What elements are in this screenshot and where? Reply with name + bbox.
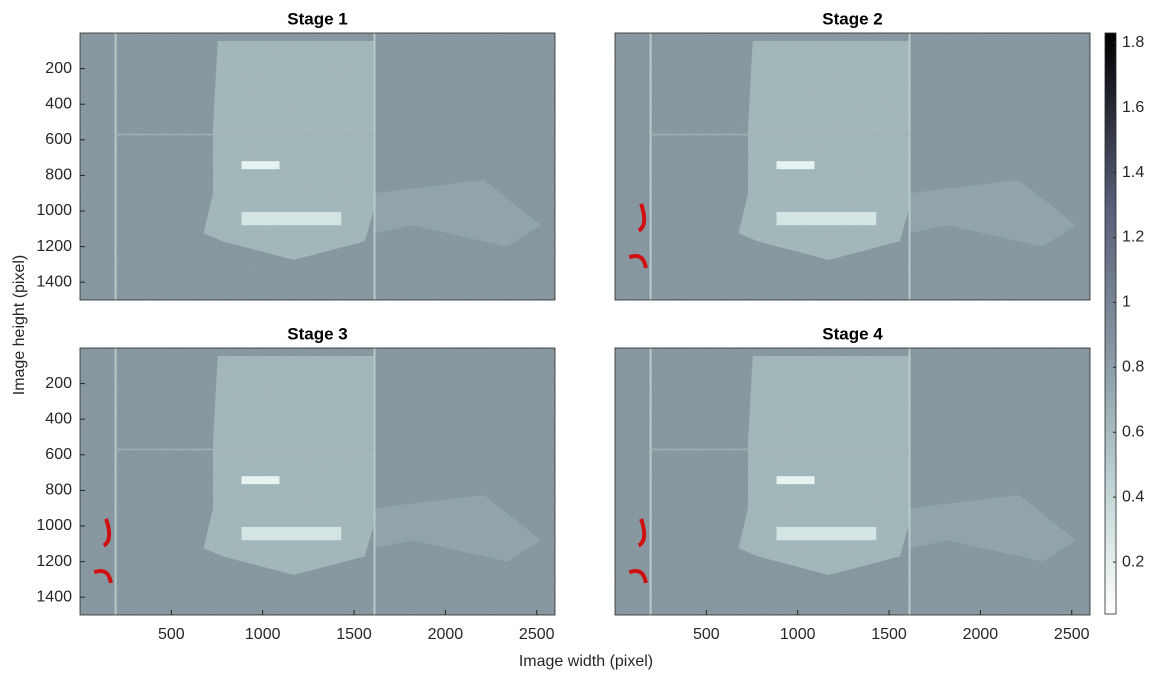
hot-spot: [637, 518, 647, 548]
hot-spot: [93, 568, 113, 584]
bright-trail: [909, 494, 1076, 562]
bright-band: [776, 476, 815, 485]
hot-spot: [102, 518, 112, 548]
colorbar-tick-label: 1.6: [1122, 99, 1144, 116]
colorbar-tick-label: 1.8: [1122, 34, 1144, 51]
bright-band: [776, 526, 877, 541]
x-axis-label: Image width (pixel): [519, 653, 653, 670]
bright-region: [738, 356, 910, 575]
y-tick-label: 600: [45, 131, 72, 148]
y-tick-label: 1000: [36, 202, 72, 219]
panel-title: Stage 3: [287, 324, 347, 343]
y-tick-label: 1200: [36, 553, 72, 570]
bright-trail: [374, 179, 541, 247]
colorbar-tick-label: 1.2: [1122, 229, 1144, 246]
axes-frame: [79, 32, 556, 301]
y-tick-label: 200: [45, 375, 72, 392]
bright-region: [203, 41, 375, 260]
axes-frame: [614, 347, 1091, 616]
bright-band: [776, 211, 877, 226]
image-panel: [79, 347, 556, 616]
x-tick-label: 500: [158, 626, 185, 643]
y-tick-label: 1400: [36, 588, 72, 605]
x-tick-label: 2500: [519, 626, 555, 643]
colorbar-tick-label: 0.2: [1122, 553, 1144, 570]
bright-band: [241, 476, 280, 485]
image-panel: [614, 347, 1091, 616]
y-tick-label: 800: [45, 482, 72, 499]
bright-trail: [374, 494, 541, 562]
x-tick-label: 1000: [245, 626, 281, 643]
bright-region: [203, 356, 375, 575]
colorbar-tick-label: 0.8: [1122, 359, 1144, 376]
y-tick-label: 1400: [36, 273, 72, 290]
y-tick-label: 600: [45, 446, 72, 463]
colorbar-tick-label: 1: [1122, 294, 1131, 311]
image-panel: [614, 32, 1091, 301]
x-tick-label: 1000: [780, 626, 816, 643]
hot-spot: [628, 253, 648, 269]
y-tick-label: 400: [45, 95, 72, 112]
colorbar: [1104, 32, 1117, 615]
image-panel: [79, 32, 556, 301]
y-tick-label: 200: [45, 60, 72, 77]
y-tick-label: 400: [45, 410, 72, 427]
bright-band: [776, 161, 815, 170]
x-tick-label: 500: [693, 626, 720, 643]
y-axis-label: Image height (pixel): [11, 255, 28, 396]
hot-spot: [637, 203, 647, 233]
bright-band: [241, 211, 342, 226]
colorbar-tick-label: 0.6: [1122, 423, 1144, 440]
axes-frame: [79, 347, 556, 616]
bright-region: [738, 41, 910, 260]
colorbar-tick-label: 0.4: [1122, 488, 1144, 505]
bright-band: [241, 526, 342, 541]
panel-title: Stage 1: [287, 9, 347, 28]
hot-spot: [628, 568, 648, 584]
x-tick-label: 2000: [428, 626, 464, 643]
bright-band: [241, 161, 280, 170]
y-tick-label: 1000: [36, 517, 72, 534]
y-tick-label: 800: [45, 167, 72, 184]
panel-title: Stage 2: [822, 9, 882, 28]
axes-frame: [614, 32, 1091, 301]
y-tick-label: 1200: [36, 238, 72, 255]
x-tick-label: 2500: [1054, 626, 1090, 643]
x-tick-label: 1500: [871, 626, 907, 643]
x-tick-label: 1500: [336, 626, 372, 643]
x-tick-label: 2000: [963, 626, 999, 643]
colorbar-tick-label: 1.4: [1122, 164, 1144, 181]
bright-trail: [909, 179, 1076, 247]
panel-title: Stage 4: [822, 324, 883, 343]
